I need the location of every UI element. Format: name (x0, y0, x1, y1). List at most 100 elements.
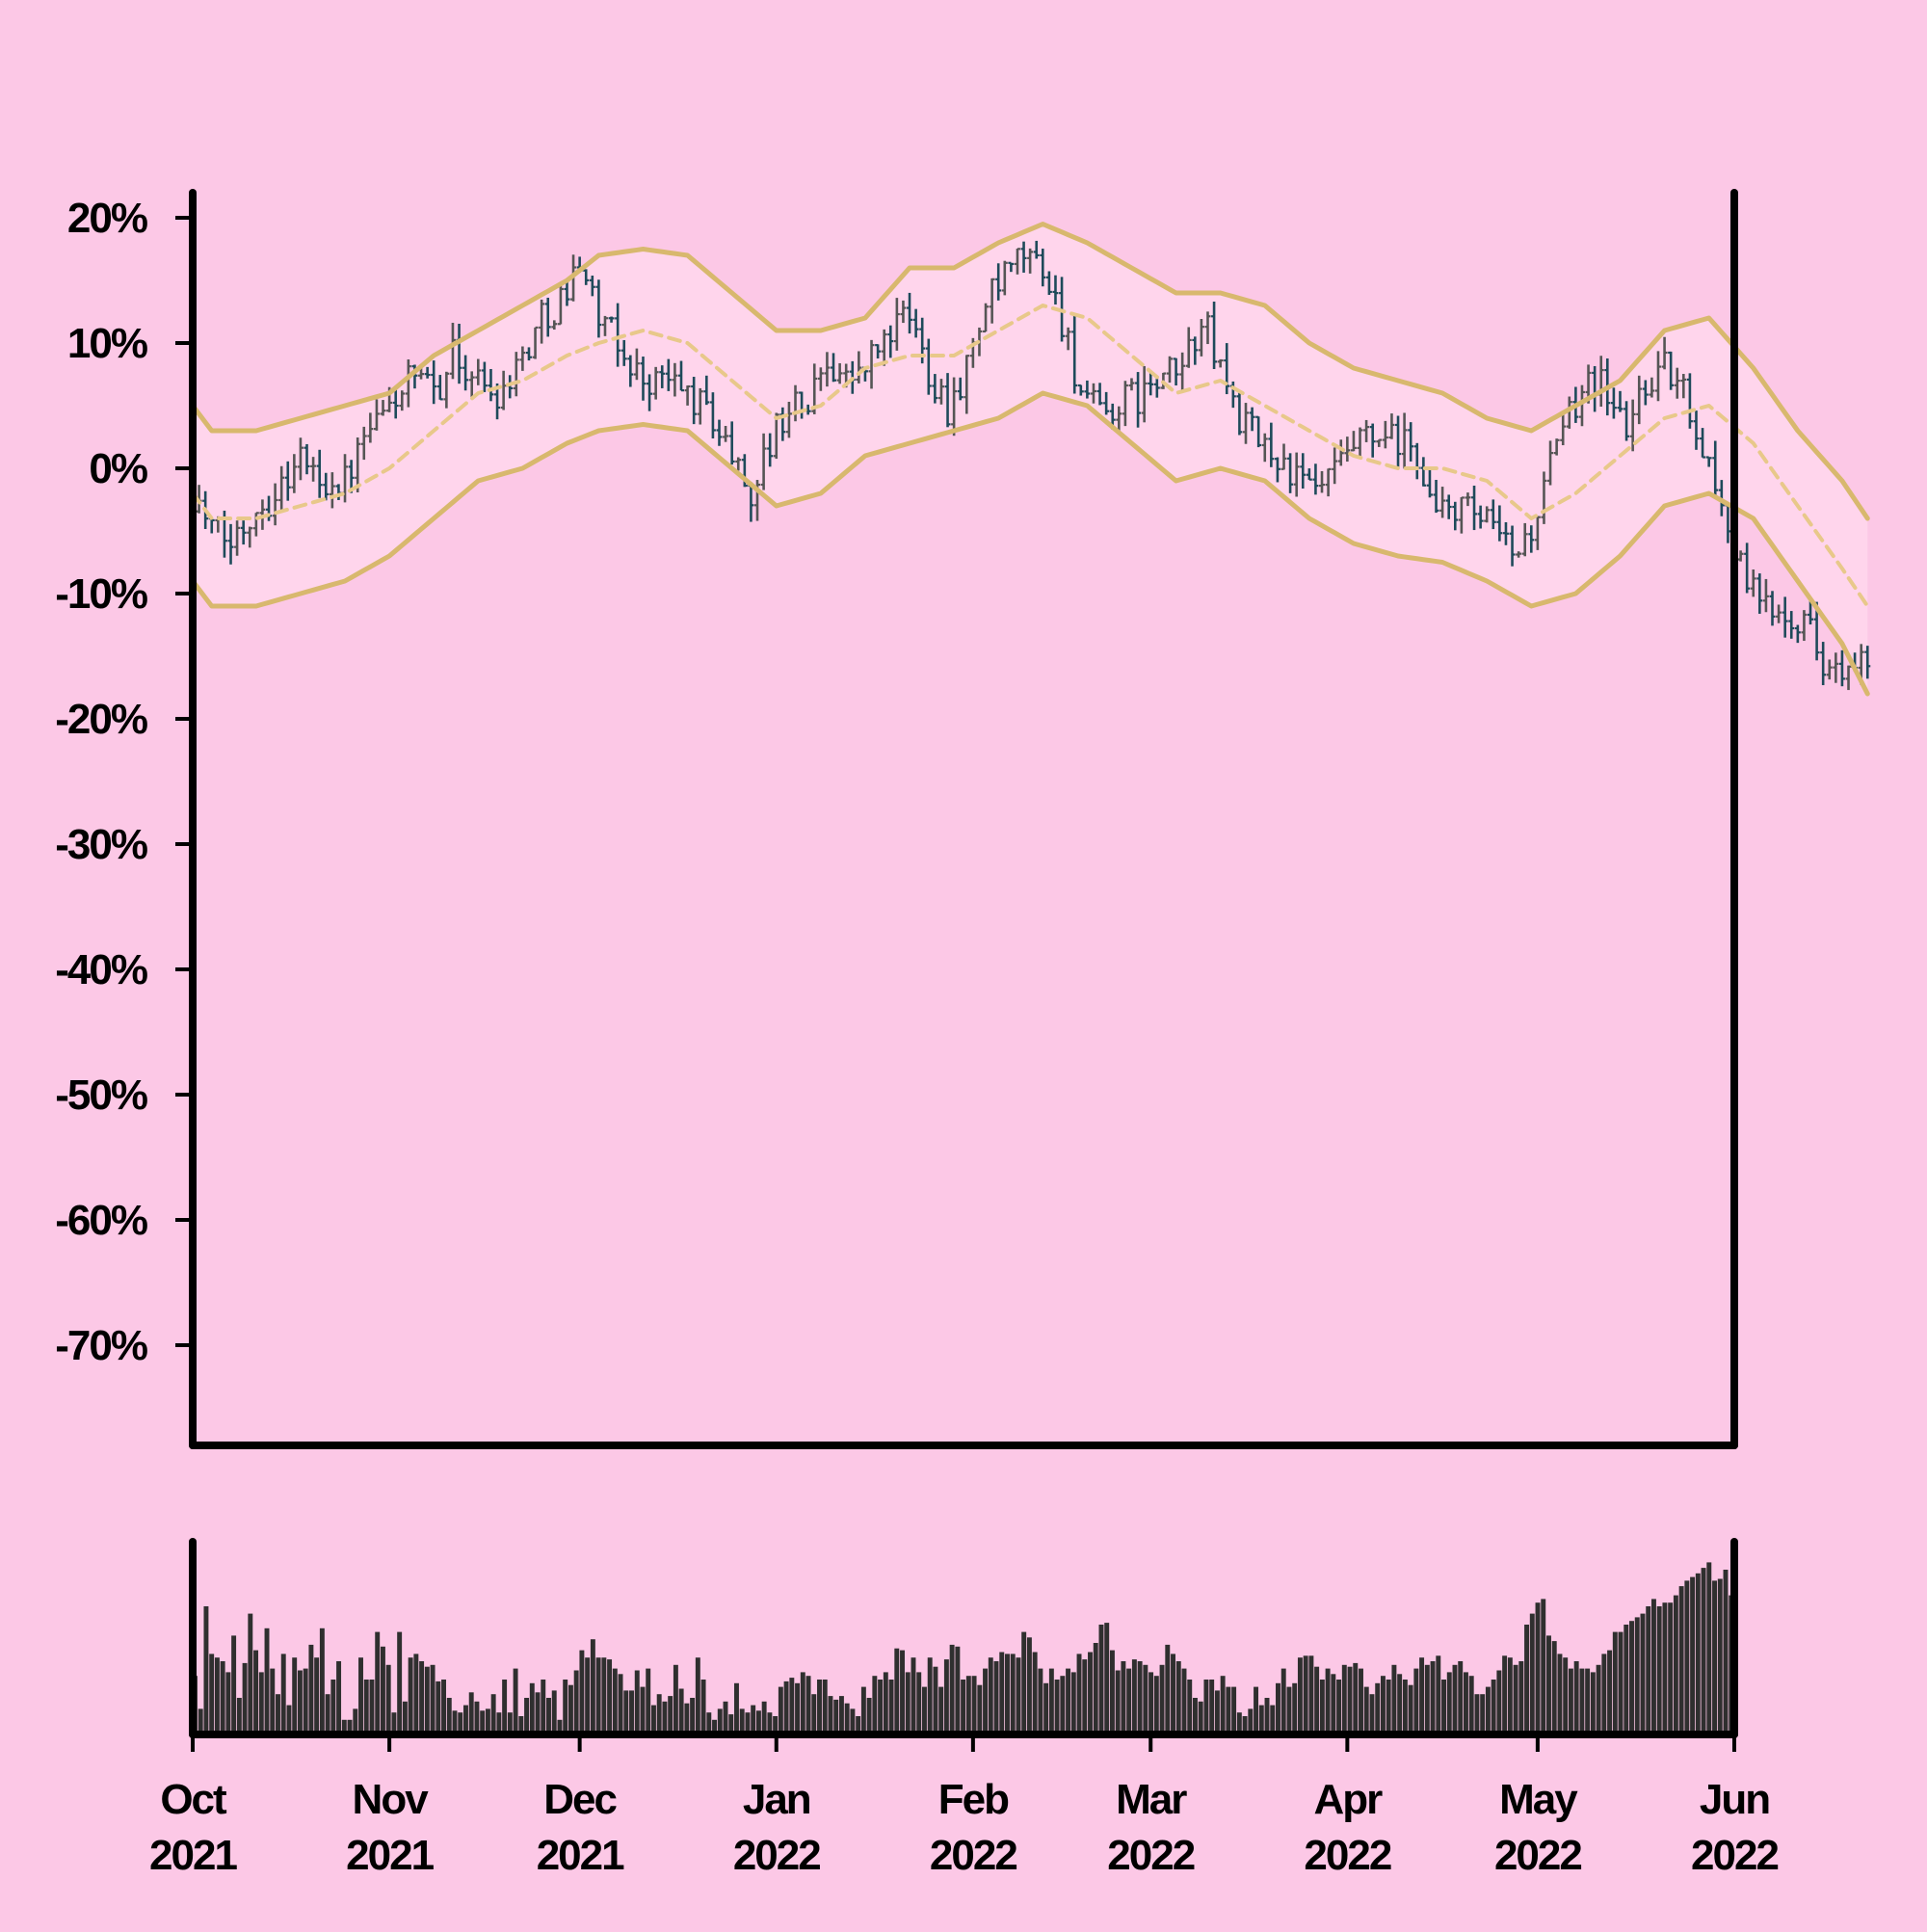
ohlc-bar (488, 368, 494, 402)
volume-bar (795, 1682, 801, 1734)
y-tick-label: 20% (67, 195, 147, 242)
volume-bar (402, 1701, 408, 1734)
ohlc-bar (937, 379, 944, 405)
volume-bar (993, 1661, 999, 1734)
volume-bar (822, 1680, 828, 1734)
volume-bar (1248, 1708, 1254, 1734)
ohlc-bar (1629, 399, 1636, 452)
ohlc-bar (615, 303, 621, 367)
candles (190, 240, 1871, 691)
ohlc-bar (1173, 357, 1179, 385)
volume-bar (1634, 1617, 1640, 1734)
volume-bar (1359, 1668, 1363, 1734)
ohlc-bar (278, 465, 285, 512)
ohlc-bar (1332, 447, 1338, 485)
volume-bar (1109, 1650, 1115, 1734)
volume-bar (684, 1703, 690, 1734)
x-axis: Oct 2021 Nov 2021 Dec 2021 Jan 2022 Feb 2022 Mar 20… (149, 1734, 1780, 1879)
volume-bar (446, 1698, 452, 1734)
volume-bar (513, 1668, 518, 1734)
volume-bar (535, 1692, 541, 1734)
volume-bar (336, 1661, 342, 1734)
y-tick-label: 10% (67, 320, 147, 367)
ohlc-bar (1363, 419, 1370, 442)
volume-bar (872, 1676, 878, 1734)
ohlc-bar (1700, 428, 1706, 459)
volume-bar (270, 1668, 276, 1734)
volume-bar (800, 1672, 805, 1734)
x-tick-month-label: Nov (353, 1776, 430, 1823)
ohlc-bar (1541, 471, 1547, 524)
ohlc-bar (703, 375, 710, 406)
ohlc-bar (1826, 659, 1833, 680)
volume-bar (1678, 1586, 1684, 1734)
volume-bar (1121, 1661, 1126, 1734)
ohlc-bar (665, 358, 672, 391)
volume-bar (1236, 1712, 1242, 1734)
volume-bar (1137, 1661, 1143, 1734)
ohlc-bar (1211, 301, 1218, 369)
ohlc-bar (348, 460, 355, 493)
ohlc-bar (1312, 463, 1319, 495)
volume-bar (1308, 1655, 1314, 1734)
volume-bar (1541, 1599, 1546, 1734)
volume-bar (673, 1664, 678, 1734)
ohlc-bar (1553, 438, 1560, 456)
volume-bar (297, 1670, 303, 1734)
lower-band-line (190, 390, 1870, 697)
volume-bar (1618, 1631, 1623, 1734)
volume-bar (380, 1646, 385, 1734)
volume-bar (1032, 1652, 1038, 1734)
volume-bar (1491, 1680, 1496, 1734)
volume-bar (198, 1708, 203, 1734)
y-tick-label: -60% (55, 1197, 147, 1244)
ohlc-bar (1502, 522, 1509, 545)
volume-bar (1280, 1668, 1286, 1734)
ohlc-bar (380, 400, 386, 416)
volume-bar (866, 1698, 872, 1734)
volume-bar (623, 1690, 629, 1734)
volume-bar (557, 1719, 563, 1734)
volume-bar (1375, 1682, 1381, 1734)
ohlc-bar (436, 375, 443, 401)
volume-bar (1485, 1686, 1491, 1734)
volume-panel (189, 1538, 1738, 1738)
ohlc-bar (443, 371, 450, 409)
volume-bar (1148, 1672, 1154, 1734)
ohlc-bar (1395, 415, 1402, 468)
ohlc-bar (1693, 410, 1700, 450)
upper-band-line (190, 222, 1870, 521)
ohlc-bar (1636, 375, 1643, 425)
ohlc-bar (1382, 420, 1388, 449)
x-tick-year-label: 2022 (930, 1832, 1016, 1879)
ohlc-bar (944, 373, 951, 428)
ohlc-bar (1560, 411, 1567, 446)
ohlc-bar (767, 433, 774, 467)
volume-bar (1717, 1578, 1723, 1734)
ohlc-bar (1204, 311, 1211, 345)
ohlc-bar (1452, 501, 1459, 531)
volume-bar (1043, 1682, 1049, 1734)
volume-bar (1104, 1623, 1110, 1734)
volume-bar (1153, 1676, 1159, 1734)
ohlc-bar (627, 355, 634, 387)
ohlc-bar (1280, 443, 1287, 470)
ohlc-bar (1808, 599, 1814, 625)
volume-bar (1712, 1580, 1717, 1734)
volume-bar (463, 1705, 468, 1734)
ohlc-bar (1236, 391, 1243, 436)
ohlc-bar (1319, 470, 1326, 493)
volume-bar (916, 1672, 922, 1734)
volume-bar (1436, 1655, 1441, 1734)
volume-bar (1629, 1621, 1634, 1734)
volume-bar (1143, 1664, 1148, 1734)
volume-bar (712, 1719, 718, 1734)
volume-bar (878, 1680, 884, 1734)
volume-bar (1468, 1676, 1474, 1734)
volume-bar (850, 1708, 856, 1734)
volume-bar (965, 1676, 971, 1734)
ohlc-bar (1649, 377, 1655, 398)
ohlc-bar (1141, 365, 1148, 423)
ohlc-bar (557, 284, 564, 326)
volume-bar (319, 1628, 325, 1734)
